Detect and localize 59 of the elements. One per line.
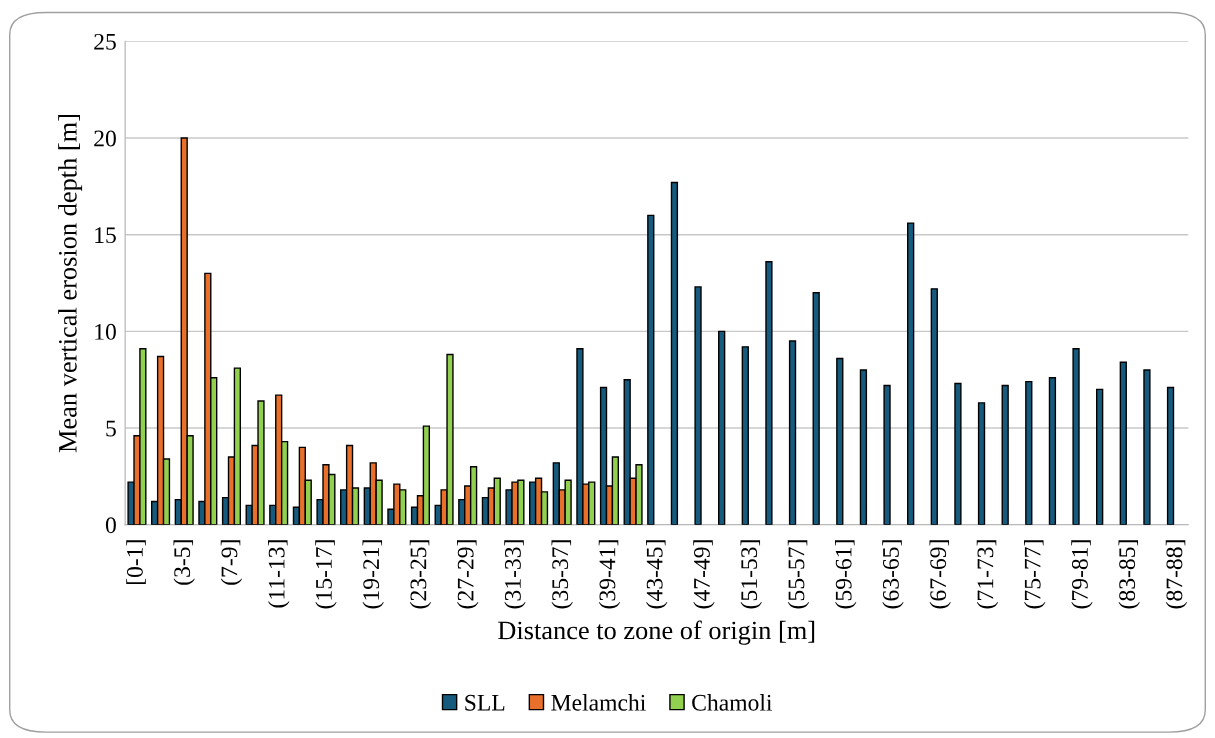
x-tick-label: (51-53]: [740, 540, 762, 609]
x-tick-label: (67-69]: [929, 540, 951, 609]
x-tick-label: (47-49]: [693, 540, 715, 609]
bar: [788, 340, 797, 525]
bar: [859, 369, 868, 525]
x-tick-label: (19-21]: [362, 540, 384, 609]
x-tick-label: (71-73]: [976, 540, 999, 609]
x-tick-label: (79-81]: [1071, 540, 1093, 609]
bar: [1119, 361, 1127, 525]
y-tick-label: 0: [105, 517, 116, 534]
x-tick-label: (43-45]: [646, 540, 668, 609]
bar: [694, 286, 702, 525]
bar: [1025, 380, 1033, 525]
bar: [883, 384, 891, 525]
bar: [812, 291, 820, 525]
bar: [1048, 377, 1057, 525]
legend-label: SLL: [465, 694, 505, 711]
x-tick-label: (3-5]: [173, 540, 195, 585]
x-tick-label: (35-37]: [551, 540, 573, 609]
x-tick-label: (23-25]: [409, 540, 432, 609]
legend-label: Chamoli: [692, 694, 773, 711]
y-tick-label: 10: [95, 323, 116, 340]
bar: [718, 330, 726, 525]
y-tick-label: 20: [94, 130, 116, 147]
bar: [765, 261, 773, 525]
y-tick-label: 25: [94, 33, 116, 50]
x-tick-label: (75-77]: [1024, 540, 1046, 609]
bar: [741, 346, 749, 525]
x-tick-label: [0-1]: [126, 540, 146, 585]
x-tick-label: (27-29]: [457, 540, 479, 609]
y-axis-title: Mean vertical erosion depth [m]: [58, 114, 83, 453]
legend-label: Melamchi: [551, 694, 646, 711]
bar: [1143, 369, 1151, 525]
x-tick-label: (39-41]: [598, 540, 621, 609]
bar: [977, 402, 986, 525]
bar: [599, 386, 608, 525]
y-tick-label: 15: [95, 227, 116, 244]
bar: [576, 348, 584, 525]
bar: [1096, 388, 1104, 525]
x-tick-label: (31-33]: [504, 540, 526, 609]
bar: [1072, 348, 1080, 525]
x-tick-label: (15-17]: [315, 540, 337, 609]
x-tick-label: (63-65]: [882, 540, 904, 609]
x-tick-label: (87-88]: [1165, 540, 1188, 609]
bar: [670, 181, 679, 525]
bar: [930, 288, 938, 525]
x-tick-label: (59-61]: [835, 540, 857, 609]
x-tick-label: (83-85]: [1118, 540, 1140, 609]
bar: [1166, 386, 1175, 525]
x-tick-label: (55-57]: [787, 540, 810, 609]
bar: [1001, 384, 1009, 525]
bar: [836, 357, 844, 525]
bar: [647, 214, 655, 525]
x-tick-label: (11-13]: [268, 540, 290, 608]
x-axis-title: Distance to zone of origin [m]: [498, 620, 815, 645]
y-tick-label: 5: [106, 420, 116, 437]
bar: [954, 382, 962, 525]
x-tick-label: (7-9]: [220, 540, 243, 585]
bar: [907, 222, 915, 525]
